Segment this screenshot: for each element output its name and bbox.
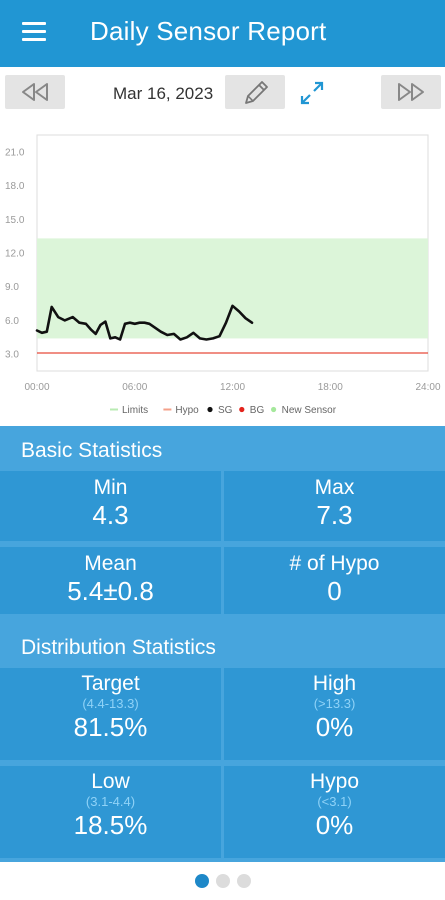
hypo-count-value: 0 xyxy=(327,576,342,606)
basic-statistics-title: Basic Statistics xyxy=(21,439,163,462)
high-label: High xyxy=(312,672,357,695)
hypo-count-stat-tile: # of Hypo 0 xyxy=(224,547,445,614)
high-stat-tile: High (>13.3) 0% xyxy=(224,668,445,760)
x-tick-label: 18:00 xyxy=(318,382,343,393)
y-tick-label: 21.0 xyxy=(5,147,25,158)
legend-label: BG xyxy=(250,405,265,416)
x-tick-label: 24:00 xyxy=(415,382,440,393)
target-range: (4.4-13.3) xyxy=(82,696,139,711)
target-range-band xyxy=(37,238,428,339)
target-value: 81.5% xyxy=(73,712,148,742)
x-tick-label: 12:00 xyxy=(220,382,245,393)
hypo-count-label: # of Hypo xyxy=(289,552,380,575)
max-label: Max xyxy=(314,476,355,499)
page-dot[interactable] xyxy=(237,874,251,888)
previous-day-button[interactable] xyxy=(5,75,65,109)
min-stat-tile: Min 4.3 xyxy=(0,471,221,541)
legend-label: New Sensor xyxy=(282,405,337,416)
app-header: Daily Sensor Report xyxy=(0,0,445,67)
y-tick-label: 12.0 xyxy=(5,249,25,260)
hypo-stat-tile: Hypo (<3.1) 0% xyxy=(224,766,445,858)
hypo-label: Hypo xyxy=(309,770,360,793)
mean-stat-tile: Mean 5.4±0.8 xyxy=(0,547,221,614)
max-value: 7.3 xyxy=(316,500,353,530)
max-stat-tile: Max 7.3 xyxy=(224,471,445,541)
rewind-icon xyxy=(22,83,48,101)
high-value: 0% xyxy=(315,712,354,742)
hypo-range: (<3.1) xyxy=(317,794,352,809)
y-tick-label: 9.0 xyxy=(5,282,19,293)
y-tick-label: 3.0 xyxy=(5,350,19,361)
date-navigation: Mar 16, 2023 xyxy=(0,67,445,119)
high-range: (>13.3) xyxy=(313,696,356,711)
low-value: 18.5% xyxy=(73,810,148,840)
min-value: 4.3 xyxy=(92,500,129,530)
next-day-button[interactable] xyxy=(381,75,441,109)
y-tick-label: 15.0 xyxy=(5,215,25,226)
target-label: Target xyxy=(81,672,140,695)
sensor-glucose-chart[interactable]: 3.0 6.0 9.0 12.0 15.0 18.0 21.0 00:00 06:00 12:00… xyxy=(0,119,445,426)
y-tick-label: 18.0 xyxy=(5,181,25,192)
target-stat-tile: Target (4.4-13.3) 81.5% xyxy=(0,668,221,760)
min-label: Min xyxy=(93,476,128,499)
legend-label: Hypo xyxy=(175,405,199,416)
hypo-value: 0% xyxy=(315,810,354,840)
legend-marker xyxy=(239,406,245,413)
mean-value: 5.4±0.8 xyxy=(67,576,154,606)
low-range: (3.1-4.4) xyxy=(85,794,136,809)
y-tick-label: 6.0 xyxy=(5,316,19,327)
series-line-sg xyxy=(35,304,254,341)
page-dot[interactable] xyxy=(195,874,209,888)
pencil-icon xyxy=(245,81,268,104)
x-tick-label: 00:00 xyxy=(24,382,49,393)
page-title: Daily Sensor Report xyxy=(90,16,327,46)
statistics-panel: Basic Statistics Min 4.3 Max 7.3 Mean 5.… xyxy=(0,426,445,862)
expand-icon[interactable] xyxy=(298,79,326,107)
page-indicator xyxy=(0,862,445,900)
page-dot[interactable] xyxy=(216,874,230,888)
legend-marker xyxy=(271,406,277,413)
legend-marker xyxy=(207,406,213,413)
chart-svg: 3.0 6.0 9.0 12.0 15.0 18.0 21.0 00:00 06:00 12:00… xyxy=(5,134,441,416)
legend-label: SG xyxy=(218,405,233,416)
report-date: Mar 16, 2023 xyxy=(113,84,214,103)
low-stat-tile: Low (3.1-4.4) 18.5% xyxy=(0,766,221,858)
mean-label: Mean xyxy=(84,552,137,575)
fast-forward-icon xyxy=(398,83,424,101)
low-label: Low xyxy=(91,770,130,793)
distribution-statistics-title: Distribution Statistics xyxy=(21,636,216,659)
legend-label: Limits xyxy=(122,405,148,416)
hamburger-menu-icon[interactable] xyxy=(22,22,48,42)
edit-date-button[interactable] xyxy=(225,75,285,109)
x-tick-label: 06:00 xyxy=(122,382,147,393)
